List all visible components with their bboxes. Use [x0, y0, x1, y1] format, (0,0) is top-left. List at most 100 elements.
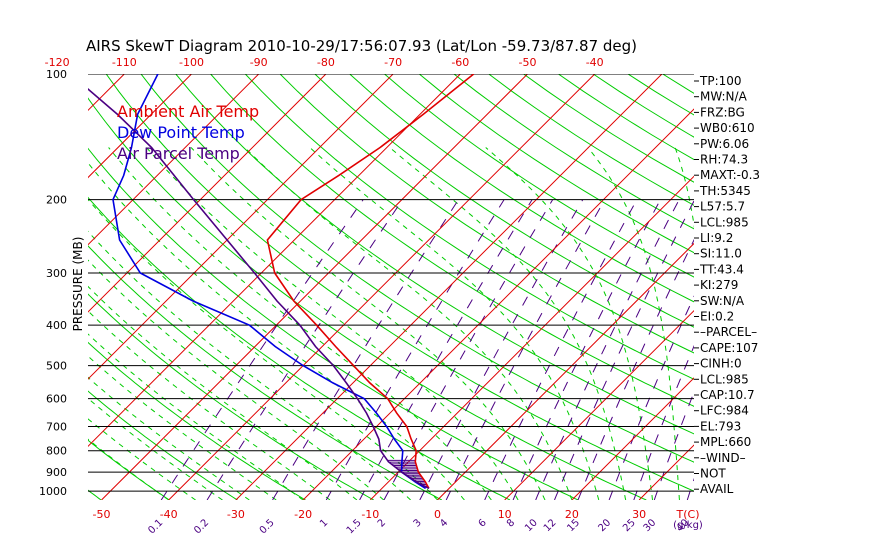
stat-entry: TP:100 [699, 74, 742, 88]
mixing-ratio-line [160, 199, 364, 500]
stat-entry: EL:793 [700, 419, 741, 433]
dry-adiabat [88, 341, 306, 500]
top-temp-tick-label: -110 [112, 56, 137, 69]
stat-entry: CAP:10.7 [700, 388, 755, 402]
isotherm [88, 74, 327, 313]
sounding-series [88, 74, 475, 490]
dry-adiabat [88, 293, 374, 500]
pressure-tick-label: 700 [46, 421, 67, 434]
pressure-tick-label: 900 [46, 466, 67, 479]
stat-entry: LCL:985 [700, 215, 749, 229]
ambient-air-temp-line [266, 74, 475, 489]
dry-adiabat [88, 97, 647, 500]
mixing-ratio-line [419, 199, 584, 500]
bottom-temperature-ticks: -50 -40 -30 -20 -10 0 10 20 30 T(C) [93, 508, 700, 521]
dry-adiabat [349, 74, 694, 303]
stat-entry: –PARCEL– [700, 325, 757, 339]
mixing-ratio-line [512, 199, 661, 500]
stat-entry: LCL:985 [700, 372, 749, 386]
stat-entry: TT:43.4 [699, 262, 744, 276]
pressure-axis-label: PRESSURE (MB) [71, 237, 85, 332]
stat-entry: –WIND– [700, 451, 746, 465]
dry-adiabat [210, 74, 694, 407]
isotherm [101, 74, 528, 500]
bottom-temp-tick-label: -20 [294, 508, 312, 521]
mixing-ratio-line [554, 199, 694, 500]
mixing-ratio-line [445, 199, 606, 500]
bottom-temp-tick-label: -30 [227, 508, 245, 521]
mixing-ratio-line [325, 199, 505, 500]
mixing-ratio-line [633, 344, 694, 500]
dry-adiabat [88, 196, 511, 500]
stat-entry: SI:11.0 [700, 247, 742, 261]
pressure-tick-label: 800 [46, 445, 67, 458]
legend-entry: Dew Point Temp [117, 123, 245, 142]
pressure-tick-label: 500 [46, 360, 67, 373]
legend-entry: Air Parcel Temp [117, 144, 240, 163]
dry-adiabat [314, 74, 694, 328]
isotherm [168, 74, 596, 500]
isotherm [88, 74, 192, 179]
top-temp-tick-label: -50 [519, 56, 537, 69]
bottom-temp-tick-label: -40 [160, 508, 178, 521]
dry-adiabat [175, 74, 694, 435]
stat-entry: AVAIL [700, 482, 734, 496]
top-temp-tick-label: -90 [250, 56, 268, 69]
legend-entry: Ambient Air Temp [117, 102, 259, 121]
isobars [88, 74, 694, 492]
chart-title: AIRS SkewT Diagram 2010-10-29/17:56:07.9… [86, 37, 637, 55]
isotherm [369, 175, 694, 500]
mixing-ratio-line [272, 199, 459, 500]
stability-indices-panel: TP:100MW:N/AFRZ:BGWB0:610PW:6.06RH:74.3M… [694, 74, 760, 496]
dry-adiabat [279, 74, 694, 354]
stat-entry: CAPE:107 [700, 341, 758, 355]
mixing-ratio-line [577, 238, 694, 500]
pressure-tick-label: 1000 [39, 485, 67, 498]
mixing-ratio-line [608, 295, 694, 500]
top-temp-tick-label: -70 [384, 56, 402, 69]
bottom-temp-tick-label: 20 [565, 508, 579, 521]
stat-entry: L57:5.7 [700, 200, 745, 214]
stat-entry: WB0:610 [700, 121, 755, 135]
stat-entry: TH:5345 [699, 184, 751, 198]
pressure-tick-label: 400 [46, 319, 67, 332]
stat-entry: PW:6.06 [700, 137, 749, 151]
dew-point-temp-line [112, 74, 427, 490]
bottom-temp-tick-label: 0 [434, 508, 441, 521]
isotherm [88, 74, 260, 246]
mixing-ratio-line [653, 391, 694, 500]
top-temp-tick-label: -80 [317, 56, 335, 69]
isotherm [88, 74, 461, 448]
dry-adiabat [105, 74, 694, 492]
stat-entry: SW:N/A [700, 294, 745, 308]
legend: Ambient Air Temp Dew Point Temp Air Parcel… [117, 102, 259, 163]
isotherm [437, 242, 694, 500]
stat-entry: LFC:984 [700, 404, 749, 418]
stat-entry: NOT [700, 467, 726, 481]
bottom-temp-tick-label: 30 [632, 508, 646, 521]
stat-entry: FRZ:BG [700, 105, 745, 119]
top-temp-tick-label: -40 [586, 56, 604, 69]
isotherm [235, 74, 663, 500]
stat-entry: LI:9.2 [700, 231, 733, 245]
mixing-ratio-line [383, 199, 554, 500]
stat-entry: KI:279 [700, 278, 738, 292]
dry-adiabat [88, 245, 443, 500]
mixing-ratio-line [206, 199, 404, 500]
mixing-ratio-line [535, 199, 680, 500]
isotherm [88, 74, 394, 380]
air-parcel-temp-line [88, 87, 430, 490]
plot-area [88, 74, 694, 500]
isotherm [571, 377, 694, 500]
pressure-tick-label: 600 [46, 393, 67, 406]
stat-entry: MAXT:-0.3 [700, 168, 760, 182]
cape-hatch [387, 459, 429, 489]
bottom-temp-unit: T(C) [676, 508, 700, 521]
top-temperature-ticks: -120 -110 -100 -90 -80 -70 -60 -50 -40 [45, 56, 604, 69]
stat-entry: RH:74.3 [700, 153, 748, 167]
top-temp-tick-label: -120 [45, 56, 70, 69]
mixing-ratio-line [359, 199, 533, 500]
stat-entry: EI:0.2 [700, 310, 734, 324]
top-temp-tick-label: -60 [451, 56, 469, 69]
